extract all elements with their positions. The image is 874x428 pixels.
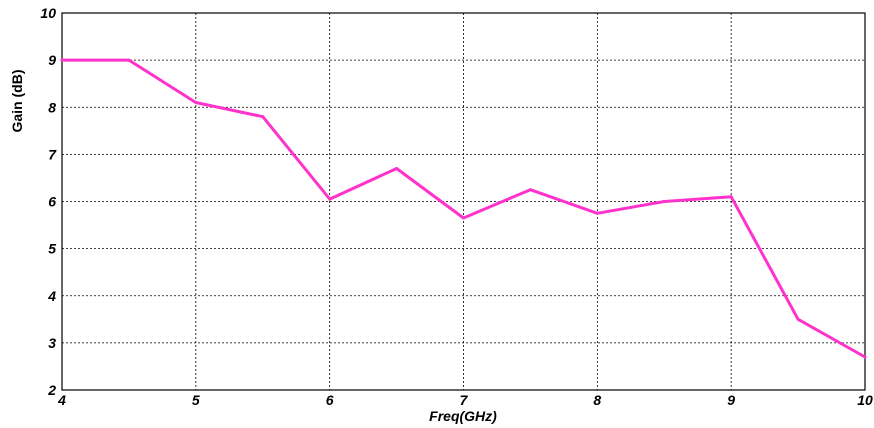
x-tick-label-9: 9 — [727, 392, 735, 408]
data-point — [528, 188, 532, 192]
y-tick-label-7: 7 — [48, 146, 57, 162]
y-tick-label-4: 4 — [47, 288, 56, 304]
data-point — [395, 167, 399, 171]
plot-frame — [61, 12, 866, 391]
x-tick-label-8: 8 — [593, 392, 601, 408]
x-tick-label-10: 10 — [857, 392, 873, 408]
data-point — [127, 58, 131, 62]
y-tick-label-3: 3 — [48, 335, 56, 351]
data-point — [729, 195, 733, 199]
y-axis-label: Gain (dB) — [9, 70, 25, 133]
x-tick-label-4: 4 — [57, 392, 66, 408]
y-tick-label-6: 6 — [48, 194, 56, 210]
data-point — [60, 58, 64, 62]
grid — [62, 13, 865, 390]
data-point — [328, 197, 332, 201]
data-point — [595, 211, 599, 215]
x-axis-label: Freq(GHz) — [429, 408, 497, 424]
y-tick-label-10: 10 — [40, 5, 56, 21]
y-tick-label-2: 2 — [47, 382, 56, 398]
x-tick-labels: 4 5 6 7 8 9 10 — [57, 392, 873, 408]
data-point — [863, 355, 867, 359]
data-point — [662, 200, 666, 203]
y-tick-label-8: 8 — [48, 99, 56, 115]
data-point — [261, 115, 265, 119]
y-tick-label-5: 5 — [48, 241, 56, 257]
series-line-0 — [60, 58, 867, 359]
x-tick-label-5: 5 — [192, 392, 200, 408]
x-tick-label-7: 7 — [460, 392, 469, 408]
data-point — [796, 317, 800, 321]
data-point — [462, 216, 465, 220]
y-tick-label-9: 9 — [48, 52, 56, 68]
y-tick-labels: 2 3 4 5 6 7 8 9 10 — [40, 5, 57, 398]
data-point — [194, 101, 198, 105]
x-tick-label-6: 6 — [326, 392, 334, 408]
series-layer — [60, 58, 867, 359]
